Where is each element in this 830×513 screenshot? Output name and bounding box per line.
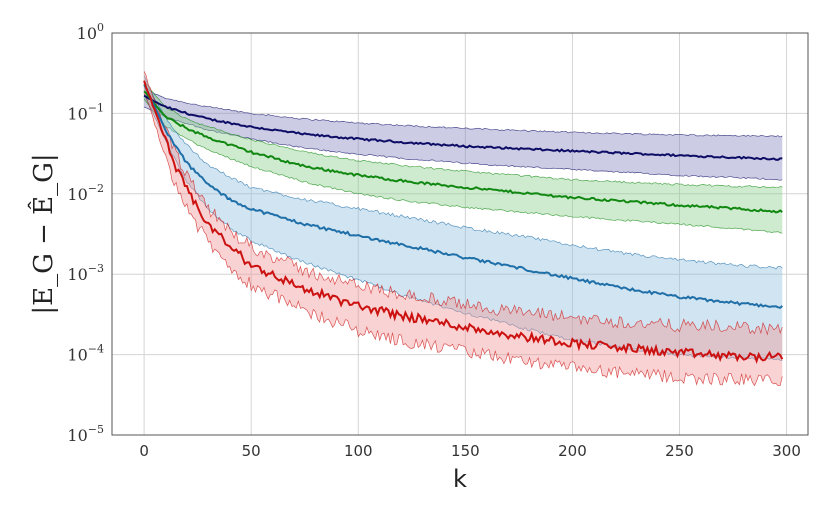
band-upper-edge [143, 75, 783, 270]
series-mean-line [143, 90, 783, 214]
y-tick-label: 10−4 [67, 343, 104, 365]
x-tick-label: 150 [451, 442, 480, 460]
band-upper-edge [143, 85, 783, 138]
y-tick-label: 100 [77, 21, 104, 43]
x-axis-label: k [453, 465, 467, 493]
series-lines [143, 80, 784, 364]
x-tick-label: 200 [558, 442, 587, 460]
x-tick-label: 300 [772, 442, 801, 460]
band-lower-edge [143, 94, 783, 361]
band-lower-edge [143, 98, 783, 234]
band-upper-edge [143, 80, 783, 189]
plot-frame [111, 32, 809, 436]
series-mean-line [143, 94, 783, 161]
y-tick-labels: 100 10−1 10−2 10−3 10−4 10−5 [67, 21, 104, 445]
series-mean-line [143, 83, 783, 309]
y-tick-label: 10−3 [67, 262, 104, 284]
confidence-band [144, 75, 783, 361]
y-tick-label: 10−1 [67, 101, 104, 123]
confidence-band [144, 81, 783, 234]
x-tick-label: 100 [344, 442, 373, 460]
band-lower-edge [143, 93, 783, 387]
confidence-band [144, 71, 783, 386]
series-mean-line [143, 80, 784, 364]
y-axis-label: |E_G − Ê_G| [27, 153, 59, 314]
x-tick-labels: 0 50 100 150 200 250 300 [139, 442, 801, 460]
band-upper-edge [143, 71, 783, 336]
y-tick-label: 10−5 [67, 423, 104, 445]
band-lower-edge [143, 106, 783, 181]
x-tick-label: 250 [665, 442, 694, 460]
confidence-band [144, 86, 783, 181]
x-tick-label: 50 [242, 442, 261, 460]
y-tick-label: 10−2 [67, 182, 104, 204]
x-tick-label: 0 [139, 442, 149, 460]
confidence-bands [143, 71, 783, 387]
